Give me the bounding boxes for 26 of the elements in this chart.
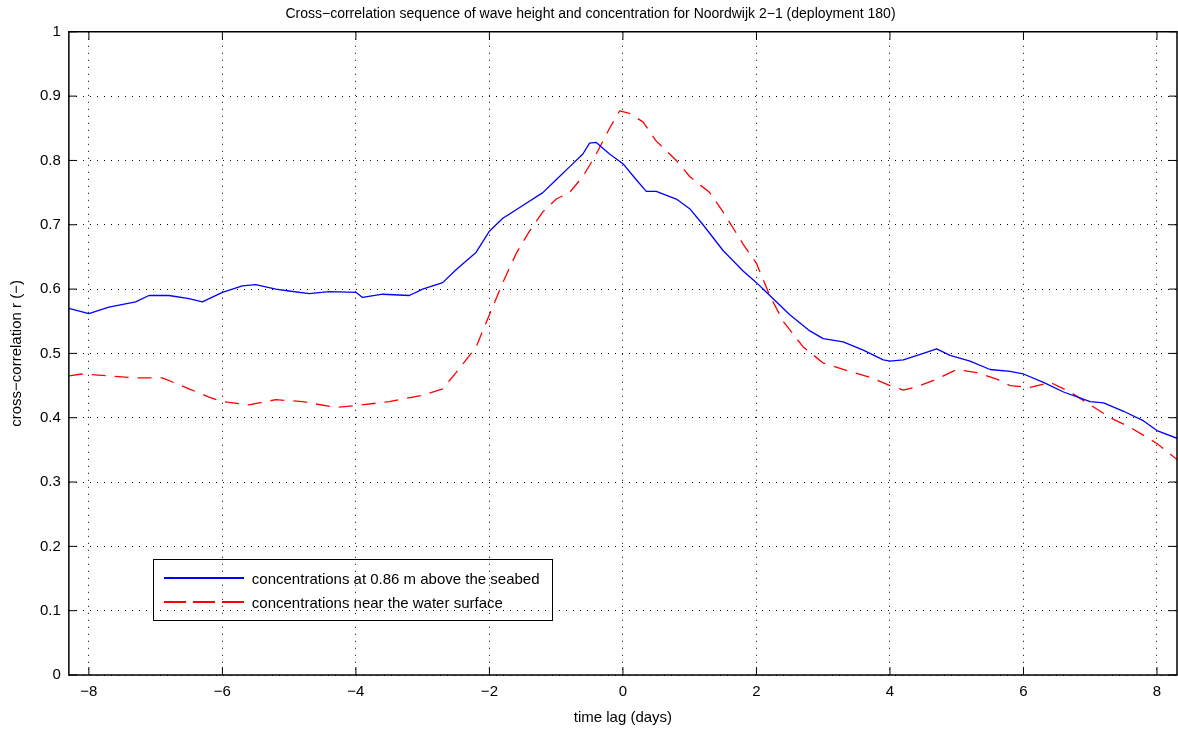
legend-label: concentrations near the water surface bbox=[251, 593, 503, 611]
y-tick-label: 0.2 bbox=[39, 536, 61, 554]
x-tick-label: −4 bbox=[347, 682, 365, 700]
x-tick-label: −8 bbox=[80, 682, 98, 700]
y-tick-label: 0.1 bbox=[39, 600, 61, 618]
y-tick-label: 0.8 bbox=[39, 150, 61, 168]
y-tick-label: 1 bbox=[52, 21, 61, 39]
x-tick-label: −6 bbox=[213, 682, 231, 700]
x-tick-label: −2 bbox=[480, 682, 498, 700]
y-tick-label: 0.9 bbox=[39, 86, 61, 104]
x-tick-label: 6 bbox=[1019, 682, 1028, 700]
x-axis-title: time lag (days) bbox=[573, 708, 673, 726]
line-series bbox=[68, 110, 1177, 461]
y-tick-label: 0.4 bbox=[39, 407, 61, 425]
y-tick-label: 0.7 bbox=[39, 214, 61, 232]
x-tick-label: 4 bbox=[885, 682, 895, 700]
y-tick-label: 0.6 bbox=[39, 279, 61, 297]
chart-title: Cross−correlation sequence of wave height and concentration for Noordwijk 2−1 (deployment 180) bbox=[285, 5, 896, 22]
y-axis-title: cross−correlation r (−) bbox=[7, 280, 25, 427]
x-tick-label: 0 bbox=[618, 682, 628, 700]
x-tick-label: 2 bbox=[752, 682, 761, 700]
legend-label: concentrations at 0.86 m above the seabed bbox=[251, 569, 540, 587]
y-tick-label: 0 bbox=[52, 665, 61, 683]
x-tick-label: 8 bbox=[1152, 682, 1162, 700]
y-tick-label: 0.5 bbox=[39, 343, 61, 361]
y-tick-label: 0.3 bbox=[39, 472, 61, 490]
